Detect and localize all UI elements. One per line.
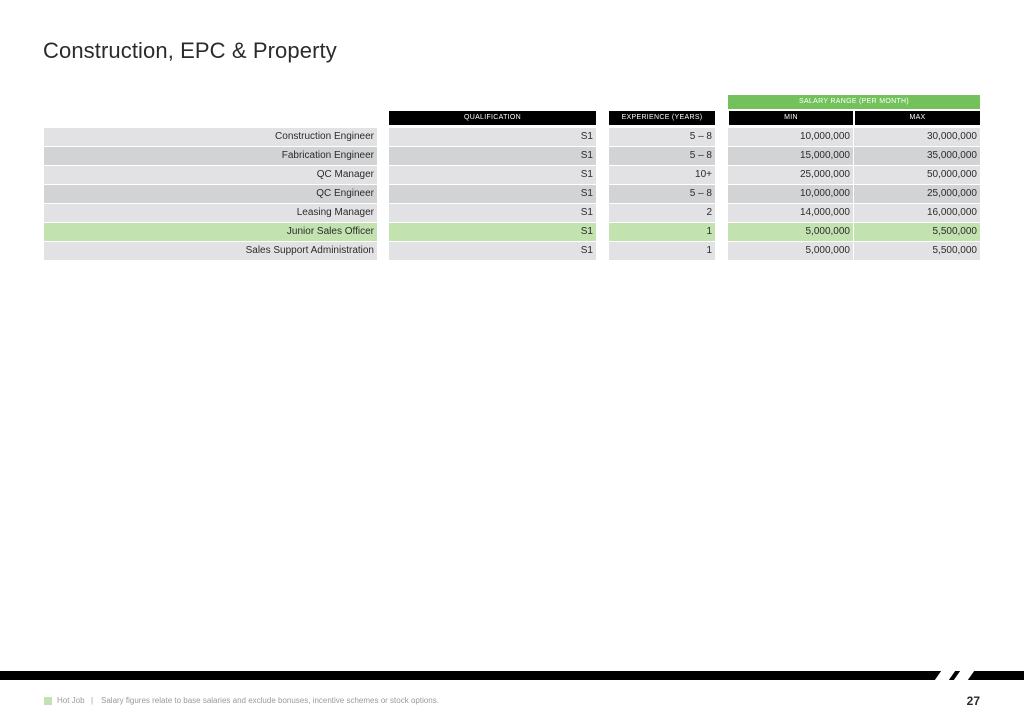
max-salary-cell: 30,000,000 — [854, 128, 980, 146]
table-row: Sales Support Administration S1 1 5,000,… — [44, 242, 980, 260]
role-cell: Sales Support Administration — [44, 242, 377, 260]
role-cell: QC Manager — [44, 166, 377, 184]
page-title: Construction, EPC & Property — [43, 38, 337, 63]
slash-decoration — [934, 671, 956, 680]
table-row: QC Manager S1 10+ 25,000,000 50,000,000 — [44, 166, 980, 184]
qualification-cell: S1 — [389, 204, 596, 222]
max-salary-cell: 25,000,000 — [854, 185, 980, 203]
footer-divider-band — [0, 671, 1024, 680]
role-cell: Junior Sales Officer — [44, 223, 377, 241]
qualification-cell: S1 — [389, 147, 596, 165]
role-cell: QC Engineer — [44, 185, 377, 203]
table-group-header-row: SALARY RANGE (PER MONTH) — [44, 95, 980, 109]
role-cell: Construction Engineer — [44, 128, 377, 146]
qualification-cell: S1 — [389, 242, 596, 260]
page-footer: Hot Job | Salary figures relate to base … — [44, 694, 980, 708]
min-salary-cell: 5,000,000 — [728, 242, 853, 260]
qualification-cell: S1 — [389, 223, 596, 241]
role-cell: Leasing Manager — [44, 204, 377, 222]
salary-range-header: SALARY RANGE (PER MONTH) — [728, 95, 980, 109]
qualification-cell: S1 — [389, 128, 596, 146]
experience-cell: 5 – 8 — [609, 185, 715, 203]
qualification-cell: S1 — [389, 166, 596, 184]
salary-table: SALARY RANGE (PER MONTH) QUALIFICATION E… — [44, 95, 980, 261]
table-header-row: QUALIFICATION EXPERIENCE (YEARS) MIN MAX — [44, 111, 980, 125]
experience-cell: 1 — [609, 223, 715, 241]
qualification-header: QUALIFICATION — [389, 111, 596, 125]
experience-cell: 5 – 8 — [609, 128, 715, 146]
min-salary-cell: 15,000,000 — [728, 147, 853, 165]
qualification-cell: S1 — [389, 185, 596, 203]
experience-cell: 1 — [609, 242, 715, 260]
max-header: MAX — [854, 111, 980, 125]
hot-job-legend-label: Hot Job — [57, 696, 85, 705]
table-row: Leasing Manager S1 2 14,000,000 16,000,0… — [44, 204, 980, 222]
slash-decoration — [953, 671, 975, 680]
page-number: 27 — [966, 694, 980, 708]
min-header: MIN — [728, 111, 853, 125]
table-row-hot-job: Junior Sales Officer S1 1 5,000,000 5,50… — [44, 223, 980, 241]
max-salary-cell: 5,500,000 — [854, 223, 980, 241]
min-salary-cell: 25,000,000 — [728, 166, 853, 184]
experience-cell: 2 — [609, 204, 715, 222]
experience-cell: 5 – 8 — [609, 147, 715, 165]
max-salary-cell: 5,500,000 — [854, 242, 980, 260]
experience-header: EXPERIENCE (YEARS) — [609, 111, 715, 125]
min-salary-cell: 10,000,000 — [728, 185, 853, 203]
table-row: Construction Engineer S1 5 – 8 10,000,00… — [44, 128, 980, 146]
footer-separator: | — [91, 696, 94, 705]
min-salary-cell: 14,000,000 — [728, 204, 853, 222]
table-row: Fabrication Engineer S1 5 – 8 15,000,000… — [44, 147, 980, 165]
experience-cell: 10+ — [609, 166, 715, 184]
max-salary-cell: 35,000,000 — [854, 147, 980, 165]
salary-disclaimer: Salary figures relate to base salaries a… — [101, 696, 439, 705]
min-salary-cell: 5,000,000 — [728, 223, 853, 241]
hot-job-swatch — [44, 697, 52, 705]
max-salary-cell: 16,000,000 — [854, 204, 980, 222]
min-salary-cell: 10,000,000 — [728, 128, 853, 146]
table-row: QC Engineer S1 5 – 8 10,000,000 25,000,0… — [44, 185, 980, 203]
max-salary-cell: 50,000,000 — [854, 166, 980, 184]
role-cell: Fabrication Engineer — [44, 147, 377, 165]
